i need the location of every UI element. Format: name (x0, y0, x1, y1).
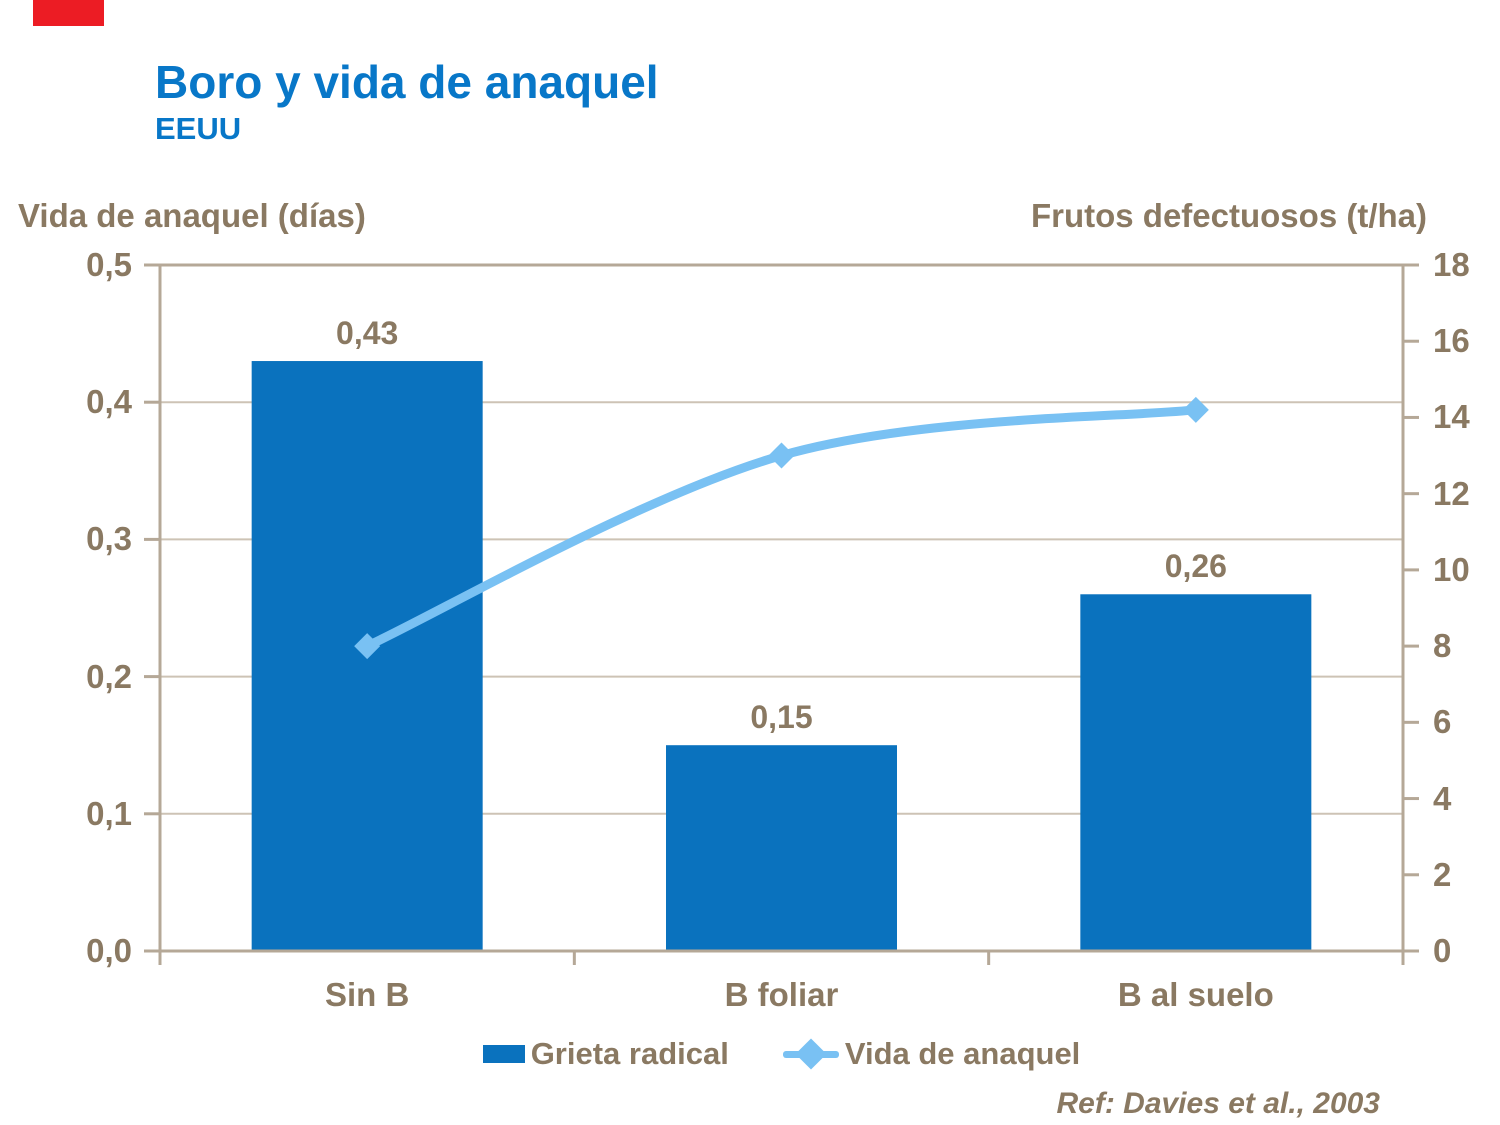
bar-2 (1080, 594, 1312, 951)
diamond-marker-0 (354, 633, 381, 660)
reference-citation: Ref: Davies et al., 2003 (1056, 1087, 1380, 1120)
legend: Grieta radical Vida de anaquel (160, 1031, 1403, 1077)
right-axis-tick-label: 12 (1433, 474, 1470, 512)
right-axis-tick-label: 10 (1433, 550, 1470, 588)
category-label-2: B al suelo (1117, 976, 1274, 1013)
right-axis-tick-label: 2 (1433, 855, 1452, 893)
bar-value-label: 0,26 (1164, 548, 1227, 585)
diamond-marker-2 (1182, 396, 1209, 423)
left-axis-tick-label: 0,0 (86, 932, 132, 969)
left-axis-title: Vida de anaquel (días) (18, 197, 366, 234)
right-axis-tick-label: 4 (1433, 779, 1452, 817)
left-axis-tick-label: 0,4 (86, 383, 132, 421)
left-axis-tick-label: 0,3 (86, 520, 132, 558)
right-axis-tick-label: 0 (1433, 932, 1452, 969)
right-axis-tick-label: 16 (1433, 322, 1470, 360)
chart-title: Boro y vida de anaquel (155, 56, 659, 108)
legend-label-line: Vida de anaquel (844, 1036, 1081, 1071)
legend-label-bar: Grieta radical (530, 1036, 729, 1071)
right-axis-tick-label: 8 (1433, 627, 1452, 665)
right-axis-tick-label: 14 (1433, 398, 1470, 436)
left-axis-tick-label: 0,1 (86, 794, 132, 832)
right-axis-tick-label: 6 (1433, 703, 1452, 741)
plot-border (158, 263, 1405, 953)
legend-item-line-series: Vida de anaquel (782, 1036, 1081, 1072)
chart-subtitle: EEUU (155, 111, 242, 146)
left-axis-tick-label: 0,5 (86, 246, 132, 283)
bar-value-label: 0,15 (750, 699, 813, 736)
bar-1 (666, 745, 897, 951)
category-label-1: B foliar (724, 976, 839, 1013)
right-axis-tick-label: 18 (1433, 246, 1470, 283)
right-axis-title: Frutos defectuosos (t/ha) (1030, 197, 1427, 234)
red-accent-box (33, 0, 104, 26)
category-label-0: Sin B (324, 976, 410, 1013)
plot-area (144, 263, 1419, 965)
line-diamond-marker-icon (782, 1038, 839, 1070)
diamond-marker-1 (768, 442, 795, 469)
bar-swatch-icon (482, 1045, 525, 1063)
bar-value-label: 0,43 (336, 315, 399, 352)
legend-item-bar-series: Grieta radical (482, 1036, 729, 1072)
left-axis-tick-label: 0,2 (86, 657, 132, 695)
